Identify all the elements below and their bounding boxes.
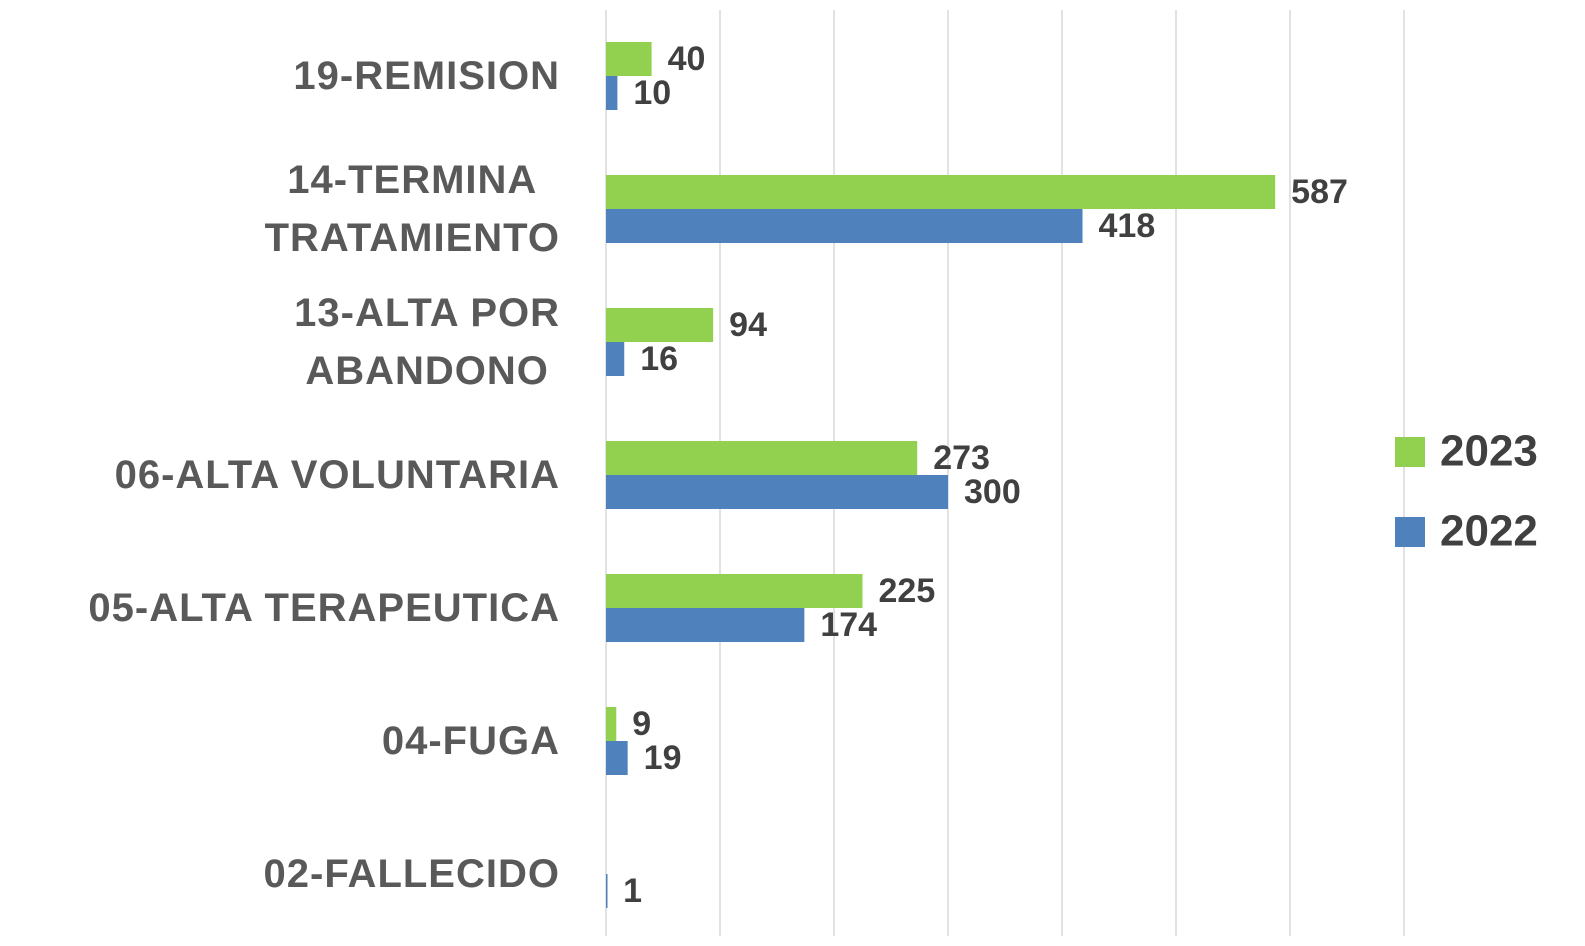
bar [606,608,805,642]
data-label: 225 [879,572,936,610]
data-label: 300 [964,473,1021,511]
bar [606,42,652,76]
y-tick-label: 13-ALTA POR ABANDONO [294,291,560,393]
legend-swatch [1395,517,1425,547]
data-label: 9 [632,705,651,743]
y-tick-label: 14-TERMINA TRATAMIENTO [264,158,560,260]
bar [606,874,608,908]
data-label: 10 [633,74,671,112]
y-tick-label: 04-FUGA [381,719,560,763]
data-label: 587 [1291,173,1348,211]
bar [606,209,1083,243]
legend-swatch [1395,437,1425,467]
bar [606,574,863,608]
data-label: 16 [640,340,678,378]
bar [606,475,948,509]
y-tick-label: 02-FALLECIDO [263,852,560,896]
bar [606,342,625,376]
data-label: 94 [729,306,767,344]
bar [606,175,1276,209]
data-label: 418 [1099,207,1156,245]
y-tick-label: 05-ALTA TERAPEUTICA [88,586,560,630]
data-label: 19 [644,739,682,777]
legend-label: 2022 [1440,507,1538,556]
y-tick-label: 19-REMISION [293,54,560,98]
data-label: 174 [820,606,877,644]
bar [606,441,918,475]
y-tick-label: 06-ALTA VOLUNTARIA [114,453,560,497]
legend-label: 2023 [1440,427,1538,476]
data-label: 40 [668,40,706,78]
bar [606,76,618,110]
bar [606,707,617,741]
bar [606,741,628,775]
bar [606,308,714,342]
data-label: 1 [623,872,642,910]
data-label: 273 [933,439,990,477]
